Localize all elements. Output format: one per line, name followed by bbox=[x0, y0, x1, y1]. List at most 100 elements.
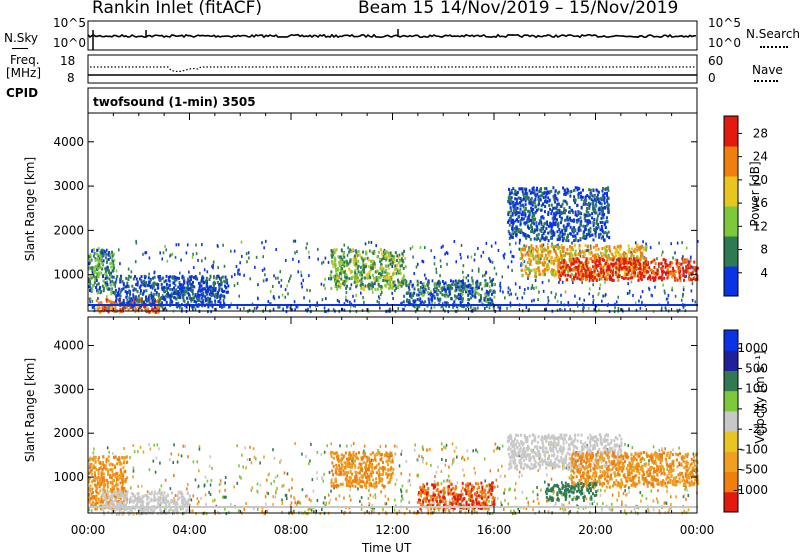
heatmap-cell bbox=[470, 306, 472, 309]
heatmap-cell bbox=[530, 226, 532, 229]
heatmap-cell bbox=[357, 260, 359, 263]
heatmap-cell bbox=[373, 495, 375, 498]
heatmap-cell bbox=[159, 251, 161, 254]
heatmap-cell bbox=[412, 294, 414, 297]
heatmap-cell bbox=[461, 293, 463, 296]
heatmap-cell bbox=[97, 267, 99, 270]
heatmap-cell bbox=[163, 297, 165, 300]
heatmap-cell bbox=[618, 268, 620, 271]
heatmap-cell bbox=[173, 282, 175, 285]
heatmap-cell bbox=[554, 270, 556, 273]
heatmap-cell bbox=[396, 267, 398, 270]
heatmap-cell bbox=[566, 236, 568, 239]
heatmap-cell bbox=[540, 216, 542, 219]
heatmap-cell bbox=[130, 304, 132, 306]
heatmap-cell bbox=[669, 265, 671, 268]
heatmap-cell bbox=[257, 283, 259, 286]
heatmap-cell bbox=[549, 250, 551, 253]
heatmap-cell bbox=[345, 273, 347, 276]
heatmap-cell bbox=[225, 286, 227, 289]
heatmap-cell bbox=[208, 278, 210, 281]
heatmap-cell bbox=[572, 304, 574, 306]
heatmap-cell bbox=[580, 229, 582, 232]
heatmap-cell bbox=[393, 281, 395, 284]
heatmap-cell bbox=[370, 304, 372, 306]
heatmap-cell bbox=[308, 251, 310, 254]
heatmap-cell bbox=[667, 271, 669, 274]
heatmap-cell bbox=[484, 304, 486, 306]
heatmap-cell bbox=[630, 255, 632, 258]
heatmap-cell bbox=[574, 254, 576, 257]
heatmap-cell bbox=[260, 304, 262, 306]
heatmap-cell bbox=[120, 289, 122, 292]
heatmap-cell bbox=[172, 253, 174, 256]
heatmap-cell bbox=[599, 228, 601, 231]
heatmap-cell bbox=[432, 304, 434, 306]
heatmap-cell bbox=[489, 285, 491, 288]
heatmap-cell bbox=[595, 205, 597, 208]
heatmap-cell bbox=[195, 293, 197, 296]
heatmap-cell bbox=[535, 286, 537, 289]
heatmap-cell bbox=[556, 273, 558, 276]
heatmap-cell bbox=[612, 304, 614, 306]
heatmap-cell bbox=[388, 267, 390, 270]
heatmap-cell bbox=[549, 230, 551, 233]
heatmap-cell bbox=[476, 280, 478, 283]
heatmap-cell bbox=[196, 252, 198, 255]
heatmap-cell bbox=[281, 279, 283, 282]
heatmap-cell bbox=[365, 252, 367, 255]
heatmap-cell bbox=[609, 250, 611, 253]
heatmap-cell bbox=[679, 267, 681, 270]
heatmap-cell bbox=[632, 304, 634, 306]
heatmap-cell bbox=[442, 304, 444, 306]
heatmap-cell bbox=[215, 277, 217, 280]
heatmap-cell bbox=[291, 478, 293, 481]
heatmap-cell bbox=[151, 294, 153, 297]
heatmap-cell bbox=[197, 259, 199, 262]
heatmap-cell bbox=[137, 290, 139, 293]
heatmap-cell bbox=[641, 301, 643, 304]
heatmap-cell bbox=[533, 258, 535, 261]
heatmap-cell bbox=[188, 293, 190, 296]
heatmap-cell bbox=[590, 194, 592, 197]
heatmap-cell bbox=[595, 244, 597, 247]
heatmap-cell bbox=[349, 495, 351, 498]
heatmap-cell bbox=[548, 204, 550, 207]
heatmap-cell bbox=[183, 299, 185, 302]
heatmap-cell bbox=[399, 260, 401, 263]
heatmap-cell bbox=[347, 262, 349, 265]
heatmap-cell bbox=[692, 299, 694, 302]
heatmap-cell bbox=[600, 268, 602, 271]
heatmap-cell bbox=[141, 297, 143, 300]
heatmap-cell bbox=[520, 250, 522, 253]
heatmap-cell bbox=[352, 248, 354, 251]
heatmap-cell bbox=[593, 206, 595, 209]
heatmap-cell bbox=[92, 285, 94, 288]
heatmap-cell bbox=[210, 294, 212, 297]
heatmap-cell bbox=[466, 288, 468, 291]
heatmap-cell bbox=[100, 254, 102, 257]
heatmap-cell bbox=[608, 197, 610, 200]
heatmap-cell bbox=[632, 268, 634, 271]
heatmap-cell bbox=[594, 209, 596, 212]
heatmap-cell bbox=[509, 201, 511, 204]
heatmap-cell bbox=[462, 271, 464, 274]
heatmap-cell bbox=[492, 261, 494, 264]
heatmap-cell bbox=[212, 304, 214, 306]
heatmap-cell bbox=[405, 280, 407, 283]
heatmap-cell bbox=[195, 301, 197, 304]
heatmap-cell bbox=[365, 265, 367, 268]
heatmap-cell bbox=[214, 299, 216, 302]
heatmap-cell bbox=[379, 297, 381, 300]
heatmap-cell bbox=[153, 293, 155, 296]
heatmap-cell bbox=[624, 304, 626, 306]
heatmap-cell bbox=[392, 262, 394, 265]
heatmap-cell bbox=[558, 235, 560, 238]
heatmap-cell bbox=[551, 204, 553, 207]
heatmap-cell bbox=[441, 448, 443, 451]
heatmap-cell bbox=[440, 291, 442, 294]
heatmap-cell bbox=[443, 283, 445, 286]
heatmap-cell bbox=[587, 219, 589, 222]
heatmap-cell bbox=[528, 216, 530, 219]
heatmap-cell bbox=[125, 296, 127, 299]
